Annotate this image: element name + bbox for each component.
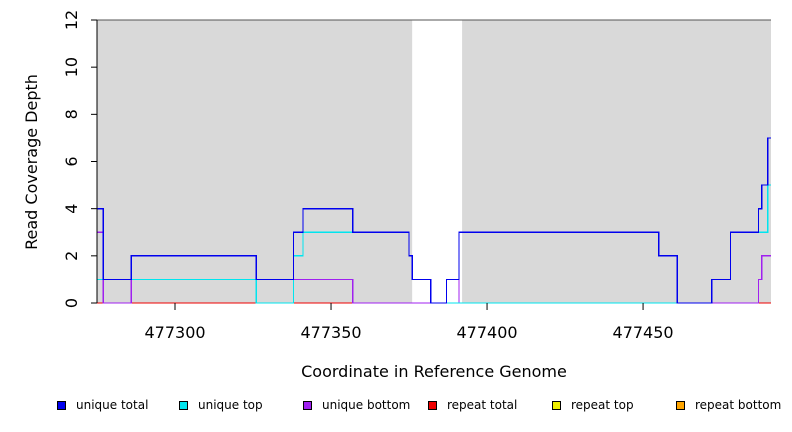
legend-label: unique total xyxy=(76,398,149,412)
legend-label: unique bottom xyxy=(322,398,411,412)
y-tick-label: 8 xyxy=(62,109,81,119)
legend-item: repeat bottom xyxy=(676,398,781,412)
x-tick-label: 477300 xyxy=(144,323,205,342)
legend-item: unique bottom xyxy=(303,398,410,412)
y-tick-label: 4 xyxy=(62,204,81,214)
legend-label: repeat top xyxy=(571,398,634,412)
legend-label: repeat total xyxy=(447,398,518,412)
legend-swatch xyxy=(552,400,561,410)
legend-item: repeat top xyxy=(552,398,634,412)
legend-item: unique top xyxy=(179,398,263,412)
legend-label: repeat bottom xyxy=(695,398,782,412)
legend-label: unique top xyxy=(198,398,263,412)
series-lines xyxy=(97,137,771,304)
legend-swatch xyxy=(428,400,437,410)
legend-swatch xyxy=(179,400,188,410)
y-tick-label: 6 xyxy=(62,156,81,166)
legend: unique total unique top unique bottom repea… xyxy=(0,398,792,420)
legend-swatch xyxy=(303,400,312,410)
y-tick-label: 10 xyxy=(62,57,81,77)
legend-item: repeat total xyxy=(428,398,517,412)
axes: 0 2 4 6 8 10 12 477300 477350 477400 477450 xyxy=(62,10,771,342)
shaded-regions xyxy=(97,20,771,303)
y-tick-label: 2 xyxy=(62,251,81,261)
shaded-region-1 xyxy=(97,20,413,303)
x-tick-label: 477350 xyxy=(300,323,361,342)
series-line-unique-total xyxy=(97,137,771,304)
y-tick-label: 12 xyxy=(62,10,81,30)
legend-swatch xyxy=(676,400,685,410)
coverage-chart: 0 2 4 6 8 10 12 477300 477350 477400 477450 Coordi… xyxy=(22,10,771,381)
x-tick-label: 477450 xyxy=(613,323,674,342)
x-tick-label: 477400 xyxy=(457,323,518,342)
legend-swatch xyxy=(57,400,66,410)
legend-item: unique total xyxy=(57,398,148,412)
x-axis-title: Coordinate in Reference Genome xyxy=(301,362,567,381)
shaded-region-2 xyxy=(462,20,771,303)
y-tick-label: 0 xyxy=(62,298,81,308)
y-axis-title: Read Coverage Depth xyxy=(22,74,41,250)
